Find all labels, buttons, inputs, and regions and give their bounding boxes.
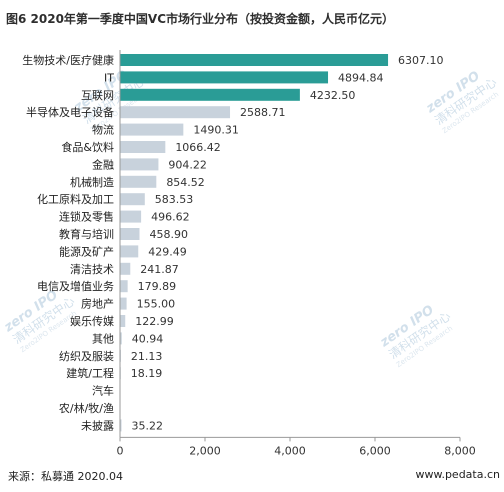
category-label: 清洁技术: [70, 263, 114, 276]
x-tick-label: 6,000: [359, 444, 391, 457]
bar: [120, 175, 157, 188]
value-label: 155.00: [137, 298, 176, 311]
category-label: 半导体及电子设备: [26, 105, 114, 119]
value-label: 4232.50: [310, 89, 356, 102]
category-label: 农/林/牧/渔: [59, 401, 114, 415]
category-label: 食品&饮料: [61, 140, 114, 154]
category-label: 房地产: [81, 297, 114, 311]
bar: [120, 419, 122, 432]
category-label: 连锁及零售: [59, 210, 114, 224]
x-tick-label: 2,000: [189, 444, 221, 457]
x-tick-label: 4,000: [274, 444, 306, 457]
bar: [120, 245, 139, 258]
value-label: 583.53: [155, 193, 194, 206]
bar: [120, 88, 300, 101]
category-label: 金融: [92, 157, 114, 171]
category-label: 建筑/工程: [66, 366, 114, 380]
bar: [120, 123, 184, 136]
category-label: 纺织及服装: [59, 349, 114, 363]
category-label: 生物技术/医疗健康: [22, 53, 114, 67]
bar: [120, 228, 140, 240]
value-label: 18.19: [131, 367, 163, 380]
bar: [120, 315, 126, 327]
bar: [120, 280, 128, 293]
bar: [120, 332, 122, 345]
value-label: 241.87: [140, 263, 179, 276]
value-label: 1066.42: [175, 141, 221, 154]
bar: [120, 210, 142, 223]
bar: [120, 297, 127, 310]
value-label: 35.22: [131, 419, 163, 432]
category-label: 互联网: [81, 89, 114, 102]
x-tick-label: 8,000: [444, 444, 476, 457]
value-label: 1490.31: [193, 124, 239, 137]
category-label: 化工原料及加工: [37, 192, 114, 206]
bar: [120, 106, 231, 119]
bar: [120, 71, 329, 84]
x-tick-label: 0: [117, 444, 124, 457]
source-note: 来源：私募通 2020.04: [8, 470, 123, 483]
value-label: 854.52: [166, 176, 205, 189]
value-label: 496.62: [151, 211, 190, 224]
value-label: 2588.71: [240, 106, 286, 119]
category-label: 能源及矿产: [59, 244, 114, 258]
chart-title: 图6 2020年第一季度中国VC市场行业分布（按投资金额，人民币亿元）: [6, 12, 395, 26]
category-label: 电信及增值业务: [37, 279, 114, 293]
value-label: 21.13: [131, 350, 163, 363]
website-url: www.pedata.cn: [415, 468, 500, 481]
category-label: 机械制造: [70, 175, 114, 189]
bar: [120, 54, 389, 66]
category-label: 物流: [92, 123, 114, 137]
value-label: 458.90: [150, 228, 189, 241]
bar: [120, 141, 166, 153]
category-label: 娱乐传媒: [70, 314, 114, 328]
value-label: 904.22: [168, 158, 207, 171]
value-label: 122.99: [135, 315, 174, 328]
category-label: 汽车: [92, 384, 114, 398]
value-label: 40.94: [132, 332, 164, 345]
value-label: 6307.10: [398, 54, 444, 67]
bar: [120, 262, 131, 275]
category-label: 其他: [92, 332, 114, 345]
value-label: 179.89: [138, 280, 177, 293]
bar: [120, 158, 159, 171]
value-label: 429.49: [148, 245, 187, 258]
category-label: 教育与培训: [59, 227, 114, 241]
category-label: IT: [104, 71, 114, 84]
value-label: 4894.84: [338, 71, 384, 84]
bar: [120, 193, 145, 206]
category-label: 未披露: [81, 418, 114, 432]
